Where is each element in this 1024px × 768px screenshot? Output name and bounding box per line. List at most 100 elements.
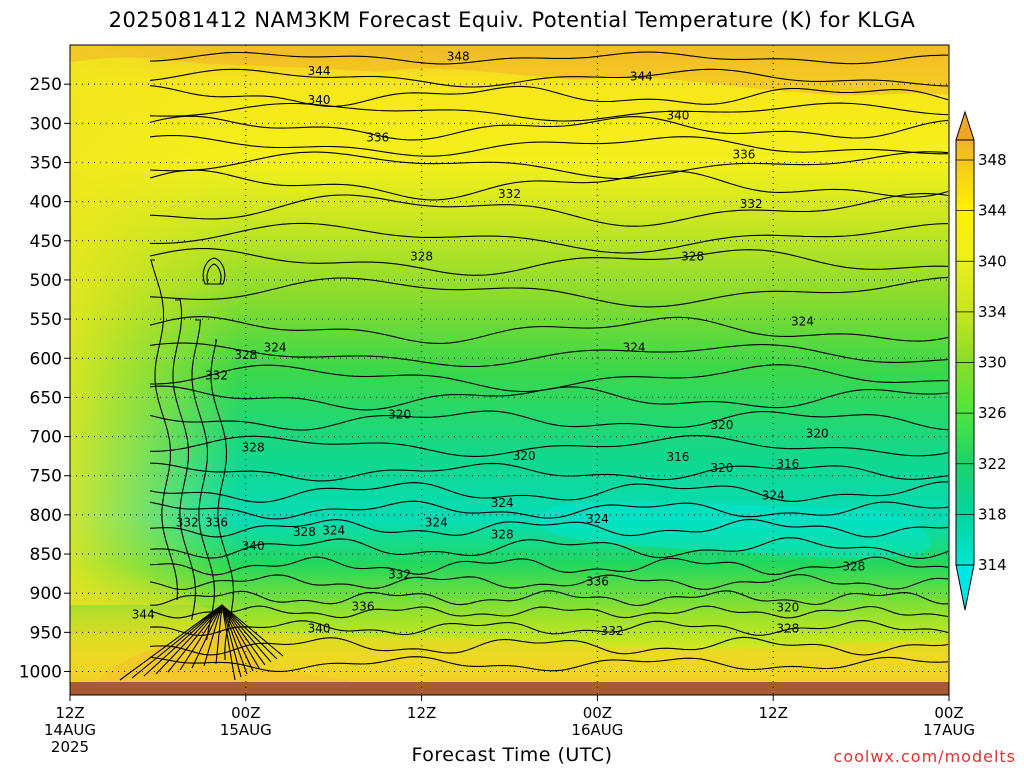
colorbar-tick-label: 330 xyxy=(978,354,1007,372)
contour-line xyxy=(221,604,248,675)
colorbar: 314 318 322 326 330 334 340 344 348 xyxy=(955,110,1007,611)
x-tick-label: 12Z xyxy=(407,704,436,722)
contour-value-label: 316 xyxy=(776,457,799,471)
contour-line xyxy=(149,342,949,368)
contour-value-label: 344 xyxy=(630,69,653,83)
credit-link[interactable]: coolwx.com/modelts xyxy=(833,747,1016,766)
upper-orange-region xyxy=(70,45,949,96)
lower-warm-region xyxy=(70,560,949,695)
contour-line xyxy=(150,590,948,607)
contour-line xyxy=(149,192,949,227)
contour-value-label: 340 xyxy=(308,621,331,635)
contour-line xyxy=(210,339,235,661)
contour-value-label: 336 xyxy=(586,574,609,588)
low-warm-blob xyxy=(90,605,350,695)
contour-value-label: 324 xyxy=(586,512,609,526)
y-tick-label: 350 xyxy=(30,153,62,173)
contour-line xyxy=(149,518,949,538)
contour-line xyxy=(149,556,949,576)
contour-line xyxy=(131,604,223,679)
x-tick-label: 15AUG xyxy=(220,721,272,739)
contour-line xyxy=(221,604,254,672)
colorbar-tick-label: 326 xyxy=(978,404,1007,422)
contour-value-label: 344 xyxy=(308,64,331,78)
y-tick-label: 400 xyxy=(30,193,62,213)
contour-value-label: 328 xyxy=(410,249,433,263)
colorbar-tick-label: 344 xyxy=(978,202,1007,220)
contour-line xyxy=(221,604,278,660)
y-tick-label: 500 xyxy=(30,271,62,291)
contour-line xyxy=(149,115,949,141)
contour-line xyxy=(149,620,949,637)
contour-value-label: 332 xyxy=(176,516,199,530)
contour-line xyxy=(206,263,222,285)
y-tick-label: 750 xyxy=(30,467,62,487)
y-tick-label: 900 xyxy=(30,584,62,604)
contour-line xyxy=(119,604,223,681)
y-tick-label: 800 xyxy=(30,506,62,526)
left-warm-region xyxy=(70,45,240,605)
contour-value-label: 328 xyxy=(776,621,799,635)
ground-strip xyxy=(70,682,949,695)
contour-value-label: 328 xyxy=(491,527,514,541)
contour-line xyxy=(150,435,949,457)
plot-area xyxy=(70,45,949,695)
contour-value-label: 320 xyxy=(513,449,536,463)
colorbar-top-arrow xyxy=(955,110,975,141)
contour-labels: 348 344 344 340 340 336 336 332 332 328 328 324 324 3… xyxy=(132,50,865,638)
x-tick-label: 2025 xyxy=(51,738,89,756)
contour-value-label: 332 xyxy=(601,624,624,638)
contour-value-label: 328 xyxy=(234,348,257,362)
contour-value-label: 324 xyxy=(264,340,287,354)
contour-value-label: 324 xyxy=(791,314,814,328)
contour-value-label: 324 xyxy=(425,516,448,530)
mid-cyan-core xyxy=(538,501,931,558)
contour-line xyxy=(221,604,236,681)
contour-line xyxy=(202,257,226,285)
x-tick-label: 00Z xyxy=(934,704,963,722)
contour-line xyxy=(149,247,949,276)
contour-line xyxy=(221,604,272,663)
contour-line xyxy=(149,102,949,122)
contour-value-label: 320 xyxy=(776,600,799,614)
y-tick-label: 600 xyxy=(30,349,62,369)
colorbar-tick-label: 348 xyxy=(978,151,1007,169)
contour-line xyxy=(221,604,260,669)
contour-value-label: 320 xyxy=(388,408,411,422)
contour-value-label: 340 xyxy=(667,108,690,122)
y-tick-label: 1000 xyxy=(19,663,62,683)
contour-value-label: 320 xyxy=(710,461,733,475)
contour-line xyxy=(149,85,949,107)
contour-value-label: 340 xyxy=(242,539,265,553)
y-tick-label: 550 xyxy=(30,310,62,330)
contour-line xyxy=(203,604,223,667)
colorbar-tick-label: 322 xyxy=(978,455,1007,473)
contour-line xyxy=(172,299,197,621)
contour-line xyxy=(150,259,179,601)
contour-line xyxy=(149,276,949,308)
contour-value-label: 332 xyxy=(388,567,411,581)
contour-value-label: 344 xyxy=(132,607,155,621)
y-tick-label: 850 xyxy=(30,545,62,565)
contour-line xyxy=(149,574,949,590)
y-tick-label: 650 xyxy=(30,388,62,408)
y-tick-label: 250 xyxy=(30,75,62,95)
contour-line xyxy=(191,319,216,641)
contour-line xyxy=(179,604,223,671)
contour-line xyxy=(155,604,223,675)
x-tick-label: 12Z xyxy=(55,704,84,722)
contour-line xyxy=(149,481,949,503)
contour-value-label: 328 xyxy=(842,560,865,574)
y-tick-label: 700 xyxy=(30,428,62,448)
contour-value-label: 316 xyxy=(667,450,690,464)
contour-line xyxy=(221,604,266,666)
y-tick-label: 300 xyxy=(30,114,62,134)
chart-title: 2025081412 NAM3KM Forecast Equiv. Potent… xyxy=(108,8,916,32)
contour-value-label: 332 xyxy=(498,187,521,201)
contour-value-label: 332 xyxy=(205,368,228,382)
contour-line xyxy=(149,51,948,65)
colorbar-tick-label: 340 xyxy=(978,252,1007,270)
x-tick-label: 17AUG xyxy=(923,721,975,739)
